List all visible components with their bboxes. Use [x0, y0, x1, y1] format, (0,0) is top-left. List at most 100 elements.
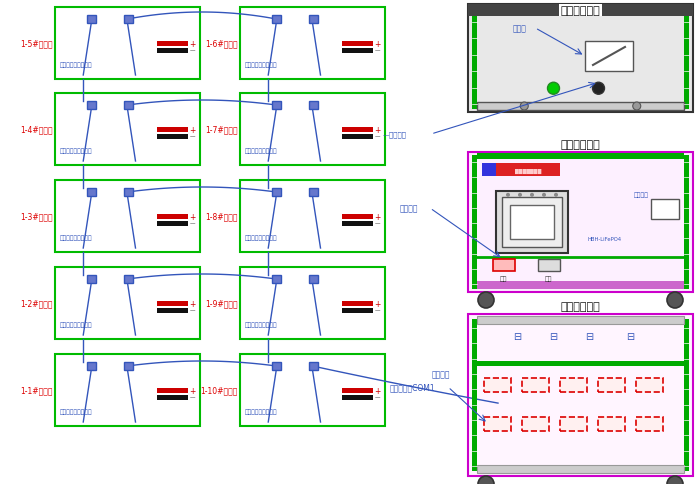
Bar [468, 5, 693, 113]
Bar [522, 417, 549, 431]
Text: ⊟: ⊟ [585, 332, 594, 341]
Text: +: + [190, 300, 196, 308]
Text: 电池插口: 电池插口 [431, 370, 450, 378]
Bar [342, 42, 373, 46]
Text: 接至汇流柜电池插口: 接至汇流柜电池插口 [245, 149, 278, 154]
Text: 充电插口: 充电插口 [634, 192, 649, 198]
Text: 1-5#电池箱: 1-5#电池箱 [20, 39, 53, 48]
Text: 接至汇流柜电池插口: 接至汇流柜电池插口 [60, 322, 92, 328]
Bar [88, 362, 97, 370]
Text: 接至汇流柜电池插口: 接至汇流柜电池插口 [60, 149, 92, 154]
Bar [157, 48, 188, 54]
Text: ⊟: ⊟ [626, 332, 634, 341]
Bar [272, 275, 281, 284]
Text: —: — [190, 48, 195, 53]
Bar [477, 281, 684, 289]
Bar [240, 94, 385, 166]
Bar [123, 16, 132, 24]
Bar [157, 301, 188, 306]
Bar [636, 417, 663, 431]
Text: HBH-LiFePO4: HBH-LiFePO4 [588, 237, 622, 242]
Text: 接至汇流柜电池插口: 接至汇流柜电池插口 [245, 235, 278, 241]
Circle shape [547, 83, 559, 95]
Bar [684, 17, 689, 110]
Bar [55, 8, 200, 80]
Bar [88, 102, 97, 110]
Bar [272, 189, 281, 197]
Text: 接至汇流柜COM1: 接至汇流柜COM1 [390, 383, 435, 392]
Text: —: — [374, 307, 380, 313]
Bar [496, 191, 568, 253]
Text: +: + [374, 126, 381, 135]
Bar [272, 362, 281, 370]
Bar [636, 378, 663, 392]
Bar [468, 5, 693, 17]
Bar [560, 378, 587, 392]
Bar [157, 308, 188, 313]
Bar [598, 378, 625, 392]
Bar [651, 200, 679, 220]
Text: +: + [190, 40, 196, 49]
Bar [157, 388, 188, 393]
Text: +: + [374, 212, 381, 222]
Text: 汇流箱（前）: 汇流箱（前） [561, 140, 601, 150]
Circle shape [667, 292, 683, 308]
Text: 接至汇流柜电池插口: 接至汇流柜电池插口 [245, 322, 278, 328]
Bar [342, 127, 373, 132]
Bar [477, 317, 684, 324]
Text: 1-8#电池箱: 1-8#电池箱 [206, 212, 238, 221]
Bar [342, 301, 373, 306]
Circle shape [506, 194, 510, 197]
Bar [482, 164, 560, 177]
Circle shape [520, 103, 528, 111]
Bar [157, 42, 188, 46]
Text: ⊟: ⊟ [550, 332, 558, 341]
Text: +: + [374, 300, 381, 308]
Bar [240, 268, 385, 339]
Text: 放电接口: 放电接口 [400, 204, 419, 213]
Bar [468, 314, 693, 476]
Text: —: — [190, 134, 195, 139]
Text: —通讯网线: —通讯网线 [383, 132, 407, 138]
Bar [342, 135, 373, 139]
Bar [684, 156, 689, 289]
Text: 显示屏: 显示屏 [513, 24, 527, 33]
Bar [342, 214, 373, 219]
Bar [157, 395, 188, 400]
Bar [342, 308, 373, 313]
Text: 1-6#电池箱: 1-6#电池箱 [205, 39, 238, 48]
Text: 接至汇流柜电池插口: 接至汇流柜电池插口 [60, 235, 92, 241]
Text: 接至汇流柜电池插口: 接至汇流柜电池插口 [60, 62, 92, 68]
Bar [309, 16, 318, 24]
Text: —: — [190, 221, 195, 226]
Text: ███████: ███████ [515, 168, 541, 173]
Bar [484, 417, 511, 431]
Circle shape [478, 292, 494, 308]
Bar [484, 378, 511, 392]
Bar [468, 152, 693, 292]
Text: 1-10#电池箱: 1-10#电池箱 [201, 386, 238, 394]
Text: 1-1#电池箱: 1-1#电池箱 [20, 386, 53, 394]
Bar [88, 275, 97, 284]
Bar [157, 127, 188, 132]
Text: 1-3#电池箱: 1-3#电池箱 [20, 212, 53, 221]
Bar [482, 164, 496, 177]
Text: 1-2#电池箱: 1-2#电池箱 [20, 299, 53, 308]
Circle shape [518, 194, 522, 197]
Text: 接至汇流柜电池插口: 接至汇流柜电池插口 [245, 62, 278, 68]
Text: 汇流箱（上）: 汇流箱（上） [561, 6, 601, 16]
Bar [157, 221, 188, 226]
Bar [123, 275, 132, 284]
Text: 接至汇流柜电池插口: 接至汇流柜电池插口 [245, 409, 278, 414]
Bar [88, 16, 97, 24]
Bar [342, 48, 373, 54]
Bar [88, 189, 97, 197]
Bar [272, 102, 281, 110]
Text: 汇流箱（后）: 汇流箱（后） [561, 302, 601, 311]
Bar [240, 181, 385, 253]
Bar [510, 205, 554, 239]
Text: +: + [190, 386, 196, 395]
Text: —: — [374, 48, 380, 53]
Bar [55, 181, 200, 253]
Bar [560, 417, 587, 431]
